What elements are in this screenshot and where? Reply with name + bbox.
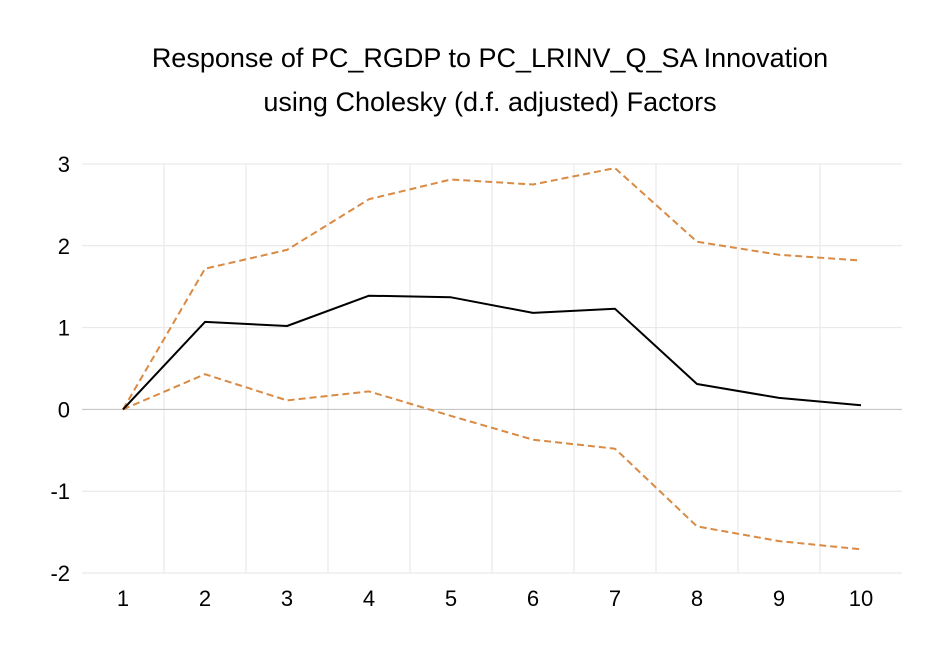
y-tick-label: 0 [58, 397, 70, 422]
y-tick-label: 3 [58, 152, 70, 177]
x-tick-label: 4 [363, 586, 375, 611]
series-layer [122, 167, 862, 551]
x-tick-label: 2 [199, 586, 211, 611]
x-tick-label: 3 [281, 586, 293, 611]
y-tick-label: 2 [58, 234, 70, 259]
x-tick-label: 5 [445, 586, 457, 611]
x-tick-label: 9 [773, 586, 785, 611]
series-line-upper-band [122, 167, 862, 410]
grid-lines [82, 163, 902, 574]
x-tick-label: 6 [527, 586, 539, 611]
series-line-lower-band [122, 373, 862, 551]
x-tick-label: 8 [691, 586, 703, 611]
y-tick-labels: -2 -1 0 1 2 3 [50, 152, 70, 586]
x-tick-label: 7 [609, 586, 621, 611]
x-tick-label: 10 [849, 586, 873, 611]
x-tick-labels: 1 2 3 4 5 6 7 8 9 10 [117, 586, 873, 611]
y-tick-label: -1 [50, 479, 70, 504]
y-tick-label: 1 [58, 316, 70, 341]
series-line-response [122, 294, 862, 411]
chart-title: Response of PC_RGDP to PC_LRINV_Q_SA Inn… [151, 43, 829, 73]
x-tick-label: 1 [117, 586, 129, 611]
chart-subtitle: using Cholesky (d.f. adjusted) Factors [263, 87, 717, 117]
y-tick-label: -2 [50, 561, 70, 586]
